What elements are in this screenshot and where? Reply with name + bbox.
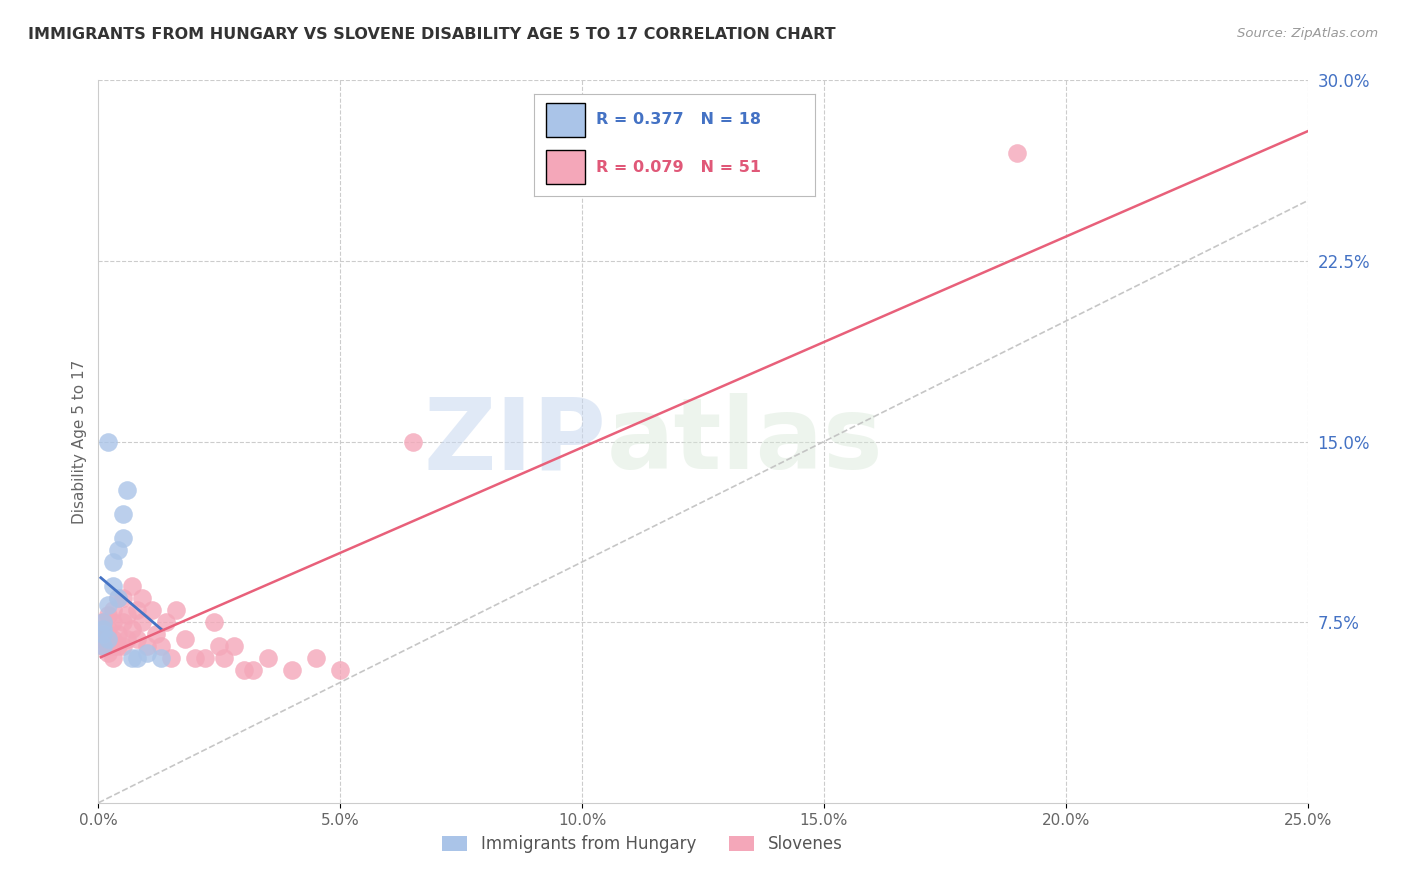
Point (97, 639, 120, 653)
Point (111, 531, 134, 545)
Point (150, 651, 173, 665)
Text: Source: ZipAtlas.com: Source: ZipAtlas.com (1237, 27, 1378, 40)
Point (97, 434, 120, 449)
Point (107, 627, 129, 641)
Point (117, 632, 139, 646)
Point (194, 651, 217, 665)
Point (111, 507, 134, 521)
Point (91, 627, 114, 641)
Point (101, 632, 124, 646)
Point (111, 639, 134, 653)
Point (135, 647, 157, 661)
Point (160, 651, 183, 665)
Point (107, 591, 129, 605)
Point (131, 615, 153, 630)
Point (101, 555, 124, 569)
Point (91, 623, 114, 637)
Point (135, 639, 157, 653)
Point (91, 615, 114, 630)
Point (305, 651, 328, 665)
Point (107, 591, 129, 605)
Point (91, 632, 114, 646)
FancyBboxPatch shape (546, 103, 585, 136)
Point (97, 632, 120, 646)
Point (91, 639, 114, 653)
Text: IMMIGRANTS FROM HUNGARY VS SLOVENE DISABILITY AGE 5 TO 17 CORRELATION CHART: IMMIGRANTS FROM HUNGARY VS SLOVENE DISAB… (28, 27, 835, 42)
Point (145, 627, 167, 641)
Point (121, 579, 143, 593)
Point (97, 607, 120, 622)
Point (155, 615, 177, 630)
Text: R = 0.377   N = 18: R = 0.377 N = 18 (596, 112, 761, 128)
Point (184, 651, 207, 665)
Point (127, 651, 149, 665)
Point (174, 632, 197, 646)
Point (101, 579, 124, 593)
Point (208, 639, 231, 653)
Point (97, 632, 120, 646)
Point (127, 632, 149, 646)
Point (101, 639, 124, 653)
Point (256, 651, 278, 665)
Point (222, 639, 245, 653)
Point (101, 603, 124, 617)
Point (212, 651, 235, 665)
Point (131, 591, 153, 605)
Point (242, 664, 264, 678)
Point (91, 627, 114, 641)
Point (101, 651, 124, 665)
Text: ZIP: ZIP (423, 393, 606, 490)
FancyBboxPatch shape (546, 150, 585, 184)
Y-axis label: Disability Age 5 to 17: Disability Age 5 to 17 (72, 359, 87, 524)
Point (117, 607, 139, 622)
Point (107, 542, 129, 557)
Point (91, 623, 114, 637)
Text: atlas: atlas (606, 393, 883, 490)
Text: R = 0.079   N = 51: R = 0.079 N = 51 (596, 160, 761, 175)
Point (150, 639, 173, 653)
Point (281, 664, 304, 678)
Point (1007, 145, 1029, 160)
Point (97, 647, 120, 661)
Point (97, 623, 120, 637)
Point (91, 615, 114, 630)
Point (204, 615, 226, 630)
Point (402, 434, 425, 449)
Point (107, 639, 129, 653)
Point (111, 591, 134, 605)
Point (127, 603, 149, 617)
Point (121, 651, 143, 665)
Point (121, 623, 143, 637)
Point (232, 664, 254, 678)
Point (141, 603, 163, 617)
Legend: Immigrants from Hungary, Slovenes: Immigrants from Hungary, Slovenes (436, 828, 849, 860)
Point (117, 483, 139, 497)
Point (165, 603, 187, 617)
Point (91, 639, 114, 653)
Point (111, 615, 134, 630)
Point (97, 599, 120, 613)
Point (329, 664, 352, 678)
Point (101, 615, 124, 630)
